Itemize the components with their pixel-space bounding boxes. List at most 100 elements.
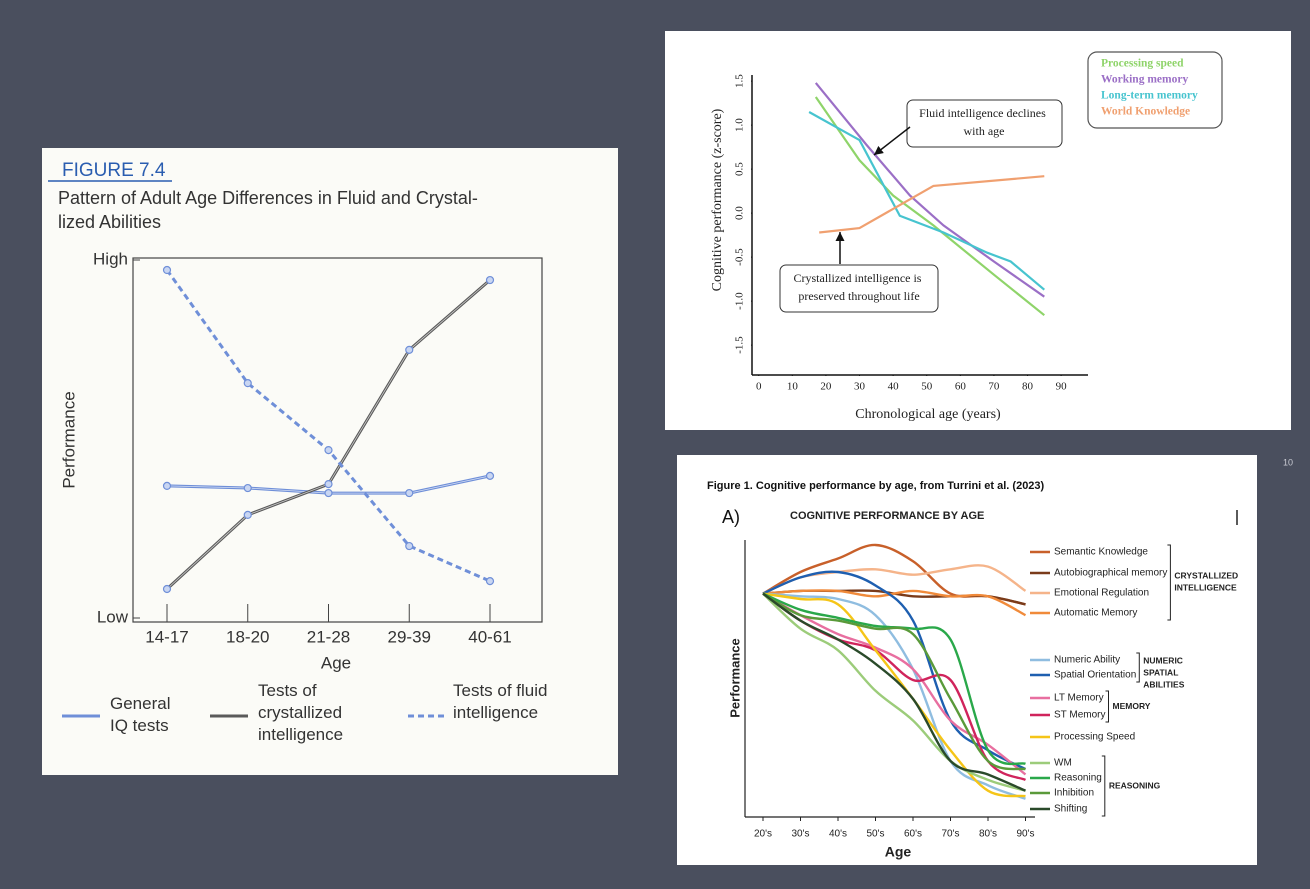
panel bbox=[677, 455, 1257, 865]
legend-label: Inhibition bbox=[1054, 788, 1094, 799]
x-tick-label: 20's bbox=[754, 829, 772, 840]
point bbox=[162, 265, 172, 275]
x-tick-label: 80's bbox=[979, 829, 997, 840]
x-tick-label: 20 bbox=[820, 381, 832, 393]
series-line bbox=[762, 589, 1027, 617]
point bbox=[405, 541, 414, 551]
point bbox=[405, 488, 414, 498]
legend-label: Processing Speed bbox=[1054, 732, 1135, 743]
legend-label: Automatic Memory bbox=[1054, 608, 1137, 619]
y-tick-label: High bbox=[93, 249, 128, 268]
figure-label: FIGURE 7.4 bbox=[62, 160, 166, 181]
legend-label: Semantic Knowledge bbox=[1054, 547, 1148, 558]
x-tick-label: 70 bbox=[988, 381, 1000, 393]
x-tick-label: 90 bbox=[1056, 381, 1068, 393]
legend-label: Emotional Regulation bbox=[1054, 588, 1149, 599]
y-tick-label: -0.5 bbox=[734, 248, 746, 266]
y-tick-label: -1.0 bbox=[734, 292, 746, 310]
legend-label: Processing speed bbox=[1101, 58, 1184, 70]
x-tick-label: 70's bbox=[941, 829, 959, 840]
x-tick-label: 21-28 bbox=[307, 627, 350, 646]
series-line bbox=[808, 111, 1046, 291]
legend-label: LT Memory bbox=[1054, 693, 1104, 704]
point bbox=[243, 379, 252, 388]
x-axis-label: Age bbox=[885, 844, 912, 860]
point bbox=[243, 483, 252, 493]
page-number: 10 bbox=[1283, 457, 1293, 467]
x-axis-label: Chronological age (years) bbox=[855, 407, 1001, 422]
x-tick-label: 30 bbox=[854, 381, 866, 393]
y-axis-label: Performance bbox=[727, 638, 742, 717]
y-tick-label: 0.0 bbox=[734, 206, 746, 220]
series-line bbox=[762, 592, 1026, 771]
y-tick-label: 1.5 bbox=[734, 74, 746, 88]
y-tick-label: 0.5 bbox=[734, 162, 746, 176]
legend-label: ST Memory bbox=[1054, 710, 1106, 721]
x-tick-label: 50's bbox=[866, 829, 884, 840]
x-tick-label: 60's bbox=[904, 829, 922, 840]
group-bracket bbox=[1105, 690, 1109, 723]
panel bbox=[42, 148, 618, 775]
series-line bbox=[814, 82, 1045, 298]
chart: FIGURE 7.4 Pattern of Adult Age Differenc… bbox=[48, 160, 552, 744]
legend-label: Shifting bbox=[1054, 804, 1087, 815]
x-tick-label: 29-39 bbox=[388, 627, 431, 646]
x-axis-label: Age bbox=[321, 653, 351, 672]
x-tick-label: 40's bbox=[829, 829, 847, 840]
legend-label: Autobiographical memory bbox=[1054, 568, 1167, 579]
legend-box bbox=[1087, 51, 1223, 129]
y-tick-label: -1.5 bbox=[734, 336, 746, 354]
group-label: REASONING bbox=[1109, 780, 1161, 790]
series-line bbox=[762, 592, 1026, 792]
y-tick-label: Low bbox=[97, 607, 129, 626]
annotation: Fluid intelligence declines with age bbox=[919, 106, 1049, 138]
chart-title: COGNITIVE PERFORMANCE BY AGE bbox=[790, 510, 984, 522]
y-axis-label: Cognitive performance (z-score) bbox=[710, 108, 725, 291]
legend-label: Reasoning bbox=[1054, 773, 1102, 784]
x-tick-label: 14-17 bbox=[145, 627, 188, 646]
point bbox=[324, 480, 333, 489]
x-tick-label: 30's bbox=[791, 829, 809, 840]
annotation: Crystallized intelligence is preserved t… bbox=[794, 271, 925, 303]
point bbox=[162, 584, 172, 594]
point bbox=[324, 445, 333, 455]
series-line bbox=[819, 175, 1045, 234]
point bbox=[405, 345, 414, 354]
x-tick-label: 90's bbox=[1016, 829, 1034, 840]
annotation-box bbox=[779, 264, 939, 313]
x-tick-label: 10 bbox=[787, 381, 799, 393]
annotation-arrow bbox=[873, 126, 911, 156]
series-line bbox=[762, 592, 1026, 792]
x-tick-label: 80 bbox=[1022, 381, 1034, 393]
group-label: NUMERIC SPATIAL ABILITIES bbox=[1143, 656, 1185, 690]
group-label: MEMORY bbox=[1113, 701, 1151, 711]
chart-title: Pattern of Adult Age Differences in Flui… bbox=[58, 188, 478, 208]
annotation-box bbox=[906, 99, 1063, 148]
x-tick-label: 60 bbox=[955, 381, 967, 393]
group-label: CRYSTALLIZED INTELLIGENCE bbox=[1174, 571, 1240, 593]
x-tick-label: 40-61 bbox=[468, 627, 511, 646]
chart-title: lized Abilities bbox=[58, 212, 161, 232]
plot-frame bbox=[132, 257, 543, 623]
point bbox=[485, 577, 495, 586]
series-line bbox=[762, 570, 1027, 771]
legend-label: General IQ tests bbox=[110, 694, 175, 735]
legend-label: World Knowledge bbox=[1101, 106, 1190, 118]
group-bracket bbox=[1136, 652, 1140, 683]
legend-label: Working memory bbox=[1101, 74, 1188, 86]
point bbox=[324, 488, 333, 498]
series-line bbox=[814, 96, 1045, 317]
x-tick-label: 0 bbox=[756, 381, 762, 393]
group-bracket bbox=[1167, 544, 1171, 621]
point bbox=[243, 510, 252, 519]
point bbox=[485, 471, 495, 480]
panel-label: A) bbox=[722, 507, 740, 527]
point bbox=[162, 481, 172, 490]
legend-label: Tests of crystallized intelligence bbox=[258, 681, 347, 744]
y-tick-label: 1.0 bbox=[734, 118, 746, 132]
point bbox=[485, 275, 495, 285]
x-tick-label: 40 bbox=[888, 381, 900, 393]
chart: 0 10 20 30 40 50 60 70 80 90 -1.5 -1.0 -0.5 0.0 0.5 1.0… bbox=[710, 51, 1223, 422]
